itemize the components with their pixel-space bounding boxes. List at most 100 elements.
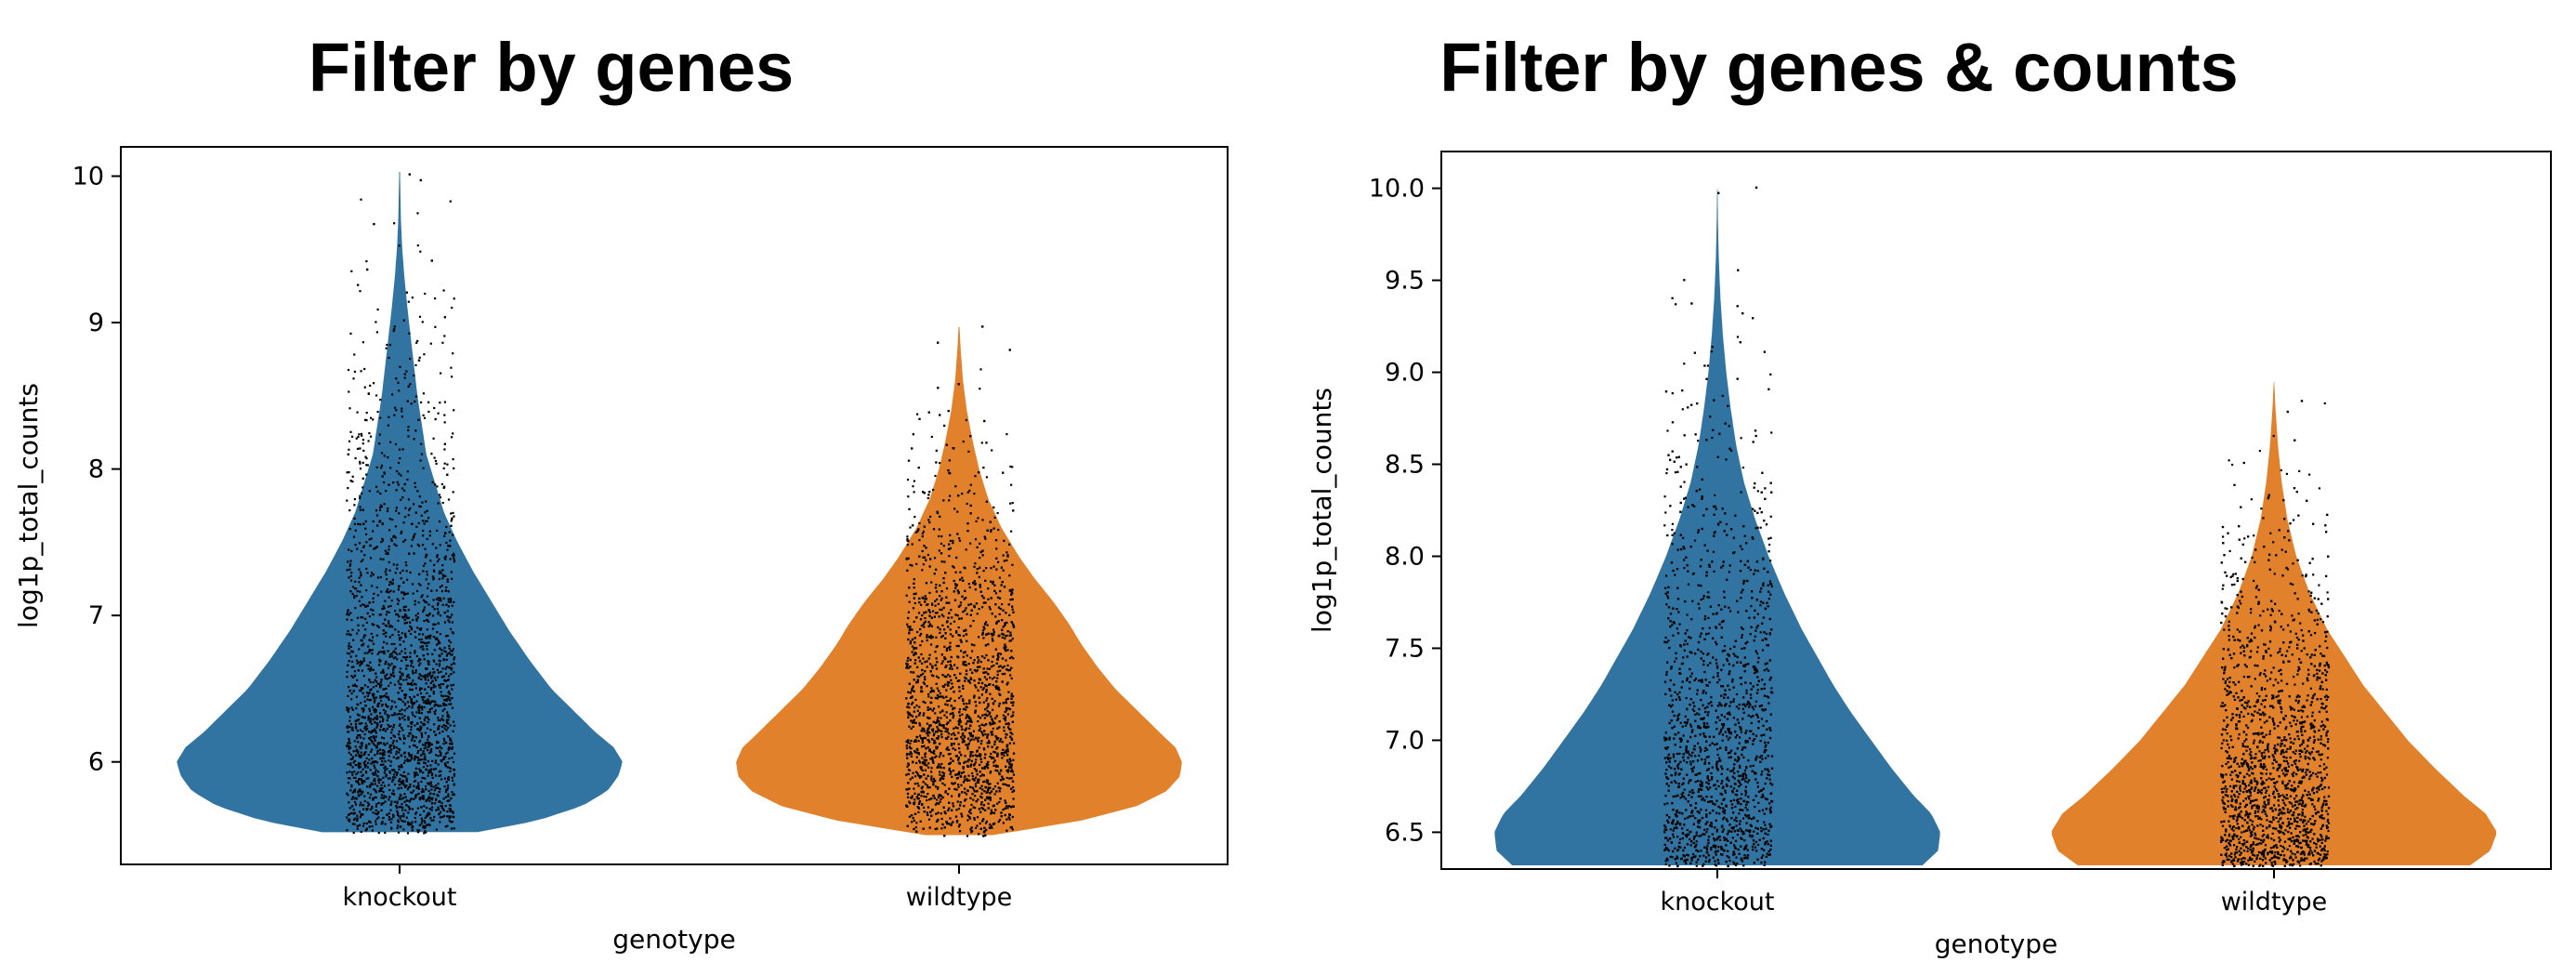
data-point bbox=[961, 733, 964, 736]
data-point bbox=[430, 453, 433, 455]
data-point bbox=[1008, 818, 1011, 821]
data-point bbox=[347, 611, 349, 613]
data-point bbox=[411, 538, 414, 541]
data-point bbox=[364, 628, 367, 631]
data-point bbox=[368, 737, 371, 740]
data-point bbox=[379, 763, 383, 766]
points-wildtype bbox=[905, 349, 1016, 837]
data-point bbox=[414, 603, 416, 606]
data-point bbox=[431, 614, 435, 617]
data-point bbox=[950, 609, 953, 612]
data-point bbox=[990, 580, 992, 583]
data-point bbox=[996, 752, 999, 755]
data-point bbox=[371, 623, 374, 626]
data-point bbox=[364, 722, 367, 725]
data-point bbox=[407, 772, 410, 775]
data-point bbox=[421, 706, 424, 709]
data-point bbox=[378, 664, 381, 666]
data-point bbox=[410, 698, 413, 701]
data-point bbox=[388, 677, 391, 679]
data-point bbox=[365, 744, 368, 746]
data-point bbox=[915, 830, 918, 833]
data-point bbox=[416, 616, 419, 619]
data-point bbox=[362, 522, 365, 525]
data-point bbox=[966, 765, 969, 768]
data-point bbox=[386, 768, 388, 771]
data-point bbox=[979, 763, 981, 767]
data-point bbox=[997, 686, 1000, 689]
data-point bbox=[938, 534, 940, 538]
data-point bbox=[387, 666, 390, 669]
data-point bbox=[361, 745, 363, 747]
data-point bbox=[433, 802, 437, 805]
data-point bbox=[348, 719, 351, 722]
data-point bbox=[369, 557, 373, 560]
data-point bbox=[381, 821, 384, 824]
data-point bbox=[379, 399, 382, 402]
data-point bbox=[997, 786, 1000, 789]
data-point bbox=[447, 545, 450, 547]
data-point bbox=[350, 572, 353, 574]
data-point bbox=[378, 660, 381, 663]
data-point bbox=[909, 692, 912, 694]
data-point bbox=[357, 733, 360, 737]
data-point bbox=[350, 665, 353, 668]
data-point bbox=[965, 664, 967, 666]
data-point bbox=[399, 738, 401, 741]
data-point bbox=[361, 710, 364, 713]
data-point bbox=[953, 599, 957, 601]
data-point bbox=[448, 647, 451, 650]
data-point bbox=[347, 609, 349, 612]
data-point bbox=[942, 581, 945, 585]
data-point bbox=[378, 442, 381, 445]
data-point bbox=[974, 761, 977, 764]
data-point bbox=[346, 726, 348, 729]
data-point bbox=[357, 624, 360, 626]
data-point bbox=[398, 682, 401, 685]
data-point bbox=[396, 813, 400, 816]
data-point bbox=[385, 703, 388, 705]
data-point bbox=[926, 799, 928, 802]
data-point bbox=[428, 613, 431, 616]
data-point bbox=[451, 307, 453, 310]
data-point bbox=[445, 665, 448, 668]
data-point bbox=[956, 819, 959, 823]
data-point bbox=[949, 628, 952, 631]
data-point bbox=[425, 762, 427, 765]
data-point bbox=[965, 629, 967, 632]
data-point bbox=[921, 727, 924, 730]
data-point bbox=[354, 801, 357, 804]
data-point bbox=[941, 660, 944, 663]
data-point bbox=[913, 740, 916, 743]
data-point bbox=[382, 558, 385, 560]
data-point bbox=[962, 707, 966, 711]
data-point bbox=[955, 630, 958, 633]
data-point bbox=[348, 440, 351, 442]
data-point bbox=[356, 781, 359, 784]
data-point bbox=[436, 704, 439, 706]
data-point bbox=[947, 823, 951, 825]
data-point bbox=[933, 749, 936, 752]
data-point bbox=[923, 682, 927, 685]
data-point bbox=[426, 807, 428, 810]
data-point bbox=[935, 568, 938, 571]
data-point bbox=[440, 585, 443, 587]
data-point bbox=[954, 748, 957, 751]
data-point bbox=[986, 710, 989, 713]
data-point bbox=[415, 654, 418, 658]
data-point bbox=[930, 581, 933, 584]
data-point bbox=[352, 665, 355, 668]
data-point bbox=[977, 517, 979, 520]
data-point bbox=[1003, 730, 1005, 732]
data-point bbox=[347, 487, 349, 490]
data-point bbox=[451, 436, 453, 439]
data-point bbox=[388, 750, 390, 753]
data-point bbox=[999, 665, 1002, 667]
data-point bbox=[969, 753, 972, 756]
data-point bbox=[392, 329, 395, 333]
data-point bbox=[432, 686, 435, 689]
data-point bbox=[375, 731, 377, 734]
data-point bbox=[449, 539, 452, 542]
data-point bbox=[914, 771, 918, 773]
data-point bbox=[922, 597, 925, 600]
